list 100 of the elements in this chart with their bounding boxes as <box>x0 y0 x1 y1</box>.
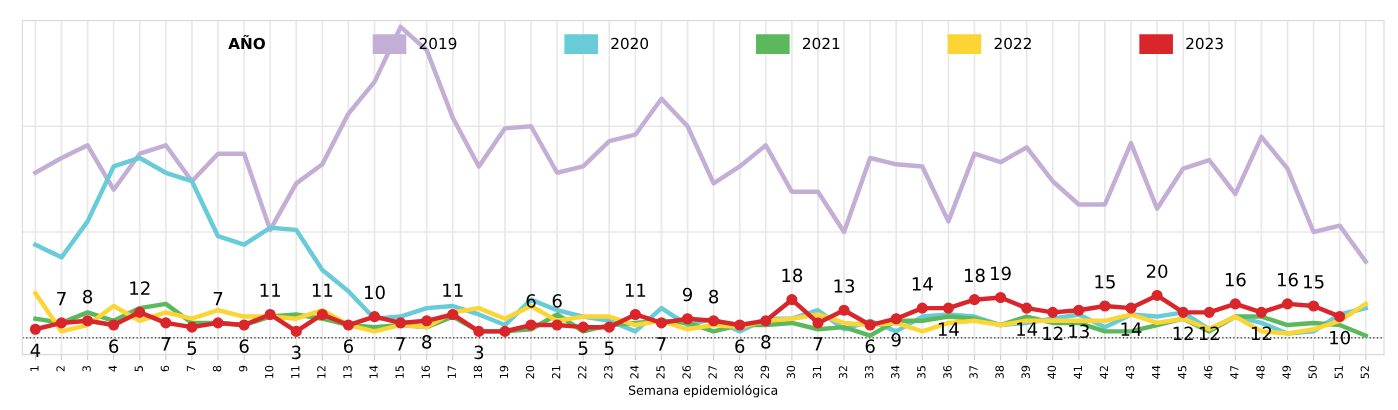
point <box>1255 306 1267 318</box>
point <box>1151 289 1163 301</box>
point <box>342 319 354 331</box>
data-label: 13 <box>834 279 855 293</box>
point <box>760 315 772 327</box>
x-tick-label: 23 <box>604 365 613 379</box>
data-label: 18 <box>964 268 985 283</box>
data-label: 6 <box>343 339 354 353</box>
point <box>629 308 641 321</box>
legend-title: AÑO <box>228 34 265 50</box>
point <box>1073 304 1085 316</box>
data-label: 8 <box>422 335 432 349</box>
data-label: 11 <box>443 283 463 297</box>
data-label: 7 <box>657 337 666 351</box>
data-label: 7 <box>813 337 823 351</box>
data-label: 16 <box>1225 272 1246 287</box>
x-tick-label: 37 <box>969 366 978 379</box>
data-label: 9 <box>682 287 693 302</box>
x-tick-label: 34 <box>891 365 900 379</box>
data-label: 3 <box>474 345 484 360</box>
point <box>1229 298 1241 310</box>
point <box>838 304 850 316</box>
data-label: 6 <box>735 339 745 353</box>
data-label: 5 <box>578 341 588 356</box>
point <box>395 317 407 329</box>
point <box>368 311 381 323</box>
x-tick-label: 36 <box>943 365 952 379</box>
data-label: 19 <box>991 266 1011 281</box>
point <box>916 302 928 314</box>
point <box>812 317 824 329</box>
point <box>525 319 537 331</box>
data-label: 12 <box>130 281 150 295</box>
point <box>1203 306 1215 318</box>
point <box>82 315 94 327</box>
x-tick-label: 7 <box>186 366 195 372</box>
data-label: 14 <box>1017 322 1038 336</box>
point <box>708 315 720 327</box>
x-tick-label: 27 <box>708 366 717 379</box>
x-tick-label: 39 <box>1021 365 1030 379</box>
data-label: 11 <box>312 283 333 297</box>
x-tick-label: 11 <box>291 366 300 378</box>
legend-label: 2021 <box>802 37 840 50</box>
data-label: 8 <box>83 289 93 304</box>
point <box>447 308 459 321</box>
point <box>551 319 563 331</box>
point <box>890 313 902 325</box>
data-label: 13 <box>1069 324 1089 339</box>
x-tick-label: 31 <box>812 366 822 379</box>
x-tick-label: 49 <box>1282 365 1291 379</box>
point <box>864 319 876 331</box>
data-label: 7 <box>57 292 66 306</box>
x-tick-label: 41 <box>1073 366 1082 379</box>
x-tick-label: 30 <box>786 365 796 379</box>
point <box>942 302 954 314</box>
point <box>160 317 172 329</box>
x-tick-label: 44 <box>1152 365 1161 379</box>
data-label: 6 <box>865 339 875 353</box>
x-tick-label: 5 <box>134 366 143 372</box>
data-label: 14 <box>912 277 933 291</box>
data-label: 6 <box>552 294 562 308</box>
point <box>655 317 668 329</box>
point <box>1021 302 1033 314</box>
data-label: 9 <box>891 332 901 347</box>
data-label: 15 <box>1304 275 1324 289</box>
point <box>968 294 981 306</box>
point <box>55 317 68 329</box>
x-tick-label: 10 <box>265 365 274 378</box>
x-tick-label: 38 <box>995 365 1004 379</box>
x-tick-label: 26 <box>682 365 691 379</box>
data-label: 10 <box>1330 330 1350 345</box>
point <box>473 325 485 337</box>
x-tick-label: 24 <box>630 365 639 379</box>
data-label: 14 <box>938 322 959 336</box>
point <box>1099 300 1111 312</box>
x-tick-label: 20 <box>525 365 535 379</box>
x-axis-title: Semana epidemiológica <box>628 384 778 398</box>
data-label: 8 <box>709 289 719 304</box>
x-tick-label: 3 <box>82 365 91 372</box>
data-label: 15 <box>1095 275 1115 289</box>
legend-label: 2019 <box>419 37 457 50</box>
data-label: 4 <box>30 343 41 357</box>
x-tick-label: 52 <box>1360 366 1369 379</box>
legend-label: 2020 <box>611 37 649 50</box>
point <box>264 308 276 321</box>
x-tick-label: 21 <box>551 366 561 379</box>
point <box>134 306 146 318</box>
x-tick-label: 15 <box>395 366 404 378</box>
legend-label: 2022 <box>994 37 1031 50</box>
data-label: 16 <box>1278 272 1298 287</box>
point <box>108 319 120 331</box>
point <box>186 321 198 333</box>
x-tick-label: 2 <box>56 366 65 372</box>
point <box>681 313 694 325</box>
point <box>212 317 224 329</box>
data-label: 11 <box>625 283 646 297</box>
data-label: 12 <box>1043 326 1063 340</box>
x-tick-label: 47 <box>1230 366 1239 379</box>
x-tick-label: 46 <box>1204 365 1213 379</box>
x-tick-label: 4 <box>108 365 117 372</box>
point <box>316 308 328 321</box>
